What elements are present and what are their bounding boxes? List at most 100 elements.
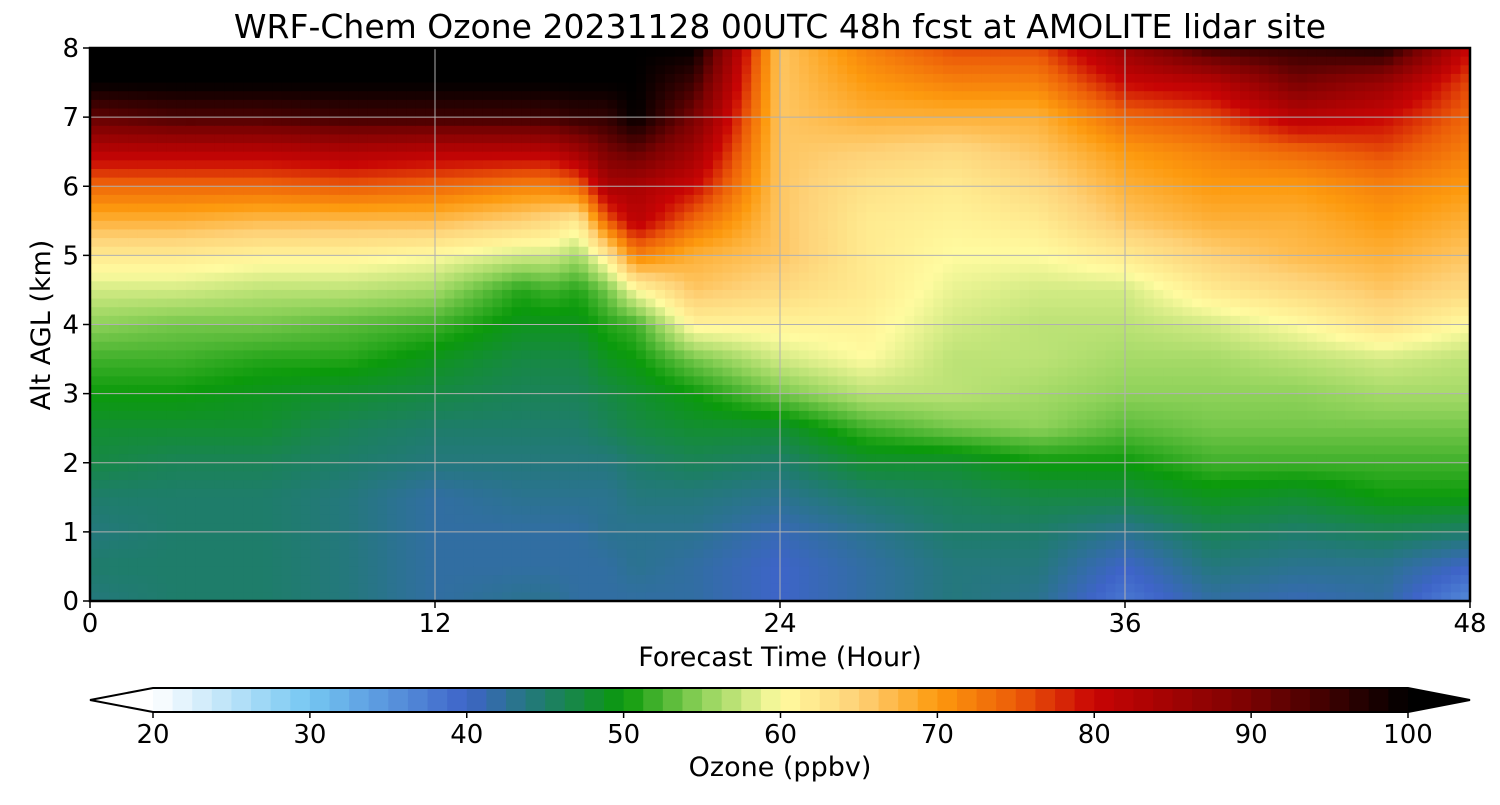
heatmap-cell [214,393,225,403]
heatmap-cell [626,393,637,403]
heatmap-cell [291,566,302,576]
heatmap-cell [530,480,542,490]
heatmap-cell [367,497,379,507]
heatmap-cell [569,350,580,360]
heatmap-cell [99,523,110,533]
heatmap-cell [712,99,724,110]
heatmap-cell [741,229,752,239]
heatmap-cell [233,480,244,490]
heatmap-cell [435,445,446,455]
heatmap-cell [540,186,551,196]
heatmap-cell [703,264,714,274]
heatmap-cell [205,212,216,222]
heatmap-cell [185,514,197,524]
heatmap-cell [415,289,427,300]
heatmap-cell [827,255,839,265]
heatmap-cell [502,428,513,438]
heatmap-cell [339,488,350,498]
heatmap-cell [463,177,474,187]
heatmap-cell [511,359,522,369]
heatmap-cell [262,82,273,92]
heatmap-cell [492,359,503,369]
heatmap-cell [463,350,474,360]
heatmap-cell [502,488,513,498]
heatmap-cell [550,281,561,291]
heatmap-cell [128,436,139,447]
heatmap-cell [703,359,714,369]
heatmap-cell [799,73,810,84]
heatmap-cell [540,212,551,222]
heatmap-cell [281,151,292,161]
heatmap-cell [205,497,216,507]
heatmap-cell [195,575,206,585]
heatmap-cell [252,56,264,66]
heatmap-cell [367,523,379,533]
heatmap-cell [444,108,455,118]
heatmap-cell [578,238,589,248]
heatmap-cell [185,419,197,429]
heatmap-cell [684,125,695,136]
heatmap-cell [482,497,494,507]
heatmap-cell [387,592,398,601]
heatmap-cell [770,315,781,326]
heatmap-cell [281,203,292,213]
heatmap-cell [320,480,331,490]
heatmap-cell [109,333,120,343]
heatmap-cell [406,384,417,395]
heatmap-cell [741,281,752,291]
heatmap-cell [291,281,302,291]
heatmap-cell [693,367,704,377]
heatmap-cell [291,592,302,601]
heatmap-cell [473,203,484,213]
heatmap-cell [99,125,110,136]
heatmap-cell [396,575,407,585]
heatmap-cell [339,393,350,403]
heatmap-cell [818,298,829,308]
heatmap-cell [90,445,101,455]
heatmap-cell [540,454,551,464]
heatmap-cell [722,65,733,75]
heatmap-cell [214,281,225,291]
heatmap-cell [780,480,791,490]
heatmap-cell [645,134,657,144]
heatmap-cell [722,419,733,429]
heatmap-cell [751,592,762,601]
heatmap-cell [741,324,752,334]
heatmap-cell [137,264,149,274]
heatmap-cell [166,229,177,239]
heatmap-cell [300,505,312,516]
heatmap-cell [90,134,101,144]
heatmap-cell [473,289,484,300]
heatmap-cell [818,229,829,239]
heatmap-cell [252,315,264,326]
heatmap-cell [597,592,609,601]
heatmap-cell [645,384,657,395]
heatmap-cell [157,523,168,533]
heatmap-cell [377,566,388,576]
heatmap-cell [185,583,197,593]
heatmap-cell [655,65,666,75]
heatmap-cell [722,307,733,317]
heatmap-cell [751,65,762,75]
heatmap-cell [492,298,503,308]
heatmap-cell [444,480,455,490]
heatmap-cell [320,592,331,601]
heatmap-cell [243,436,254,447]
heatmap-cell [588,445,599,455]
heatmap-cell [578,324,589,334]
heatmap-cell [751,549,762,559]
heatmap-cell [626,583,637,593]
heatmap-cell [760,557,772,568]
heatmap-cell [540,229,551,239]
heatmap-cell [281,168,292,179]
heatmap-cell [310,151,321,161]
heatmap-cell [521,566,532,576]
heatmap-cell [300,566,312,576]
heatmap-cell [502,160,513,170]
heatmap-cell [166,384,177,395]
heatmap-cell [655,307,666,317]
heatmap-cell [272,523,283,533]
heatmap-cell [712,56,724,66]
heatmap-cell [329,73,340,84]
heatmap-cell [665,255,676,265]
